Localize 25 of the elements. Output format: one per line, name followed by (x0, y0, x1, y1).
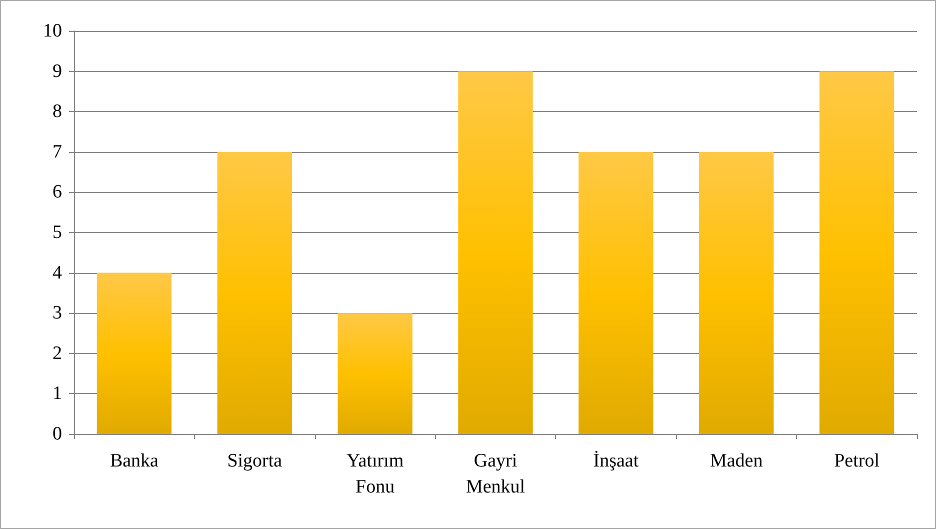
y-tick-label: 6 (52, 182, 62, 203)
bar (699, 152, 774, 434)
x-tick-label: Yatırım Fonu (346, 450, 404, 498)
bar (338, 313, 412, 434)
bar (96, 272, 172, 434)
y-tick-label: 8 (52, 101, 62, 122)
y-tick-label: 2 (52, 342, 62, 364)
x-tick-label: Maden (710, 450, 764, 472)
x-tick-label: Sigorta (227, 450, 283, 472)
x-tick-label: Banka (110, 450, 160, 472)
x-tick-label: Petrol (834, 450, 880, 472)
x-tick-label: İnşaat (593, 450, 640, 472)
y-tick-label: 9 (52, 60, 62, 82)
bar (217, 152, 292, 434)
y-tick-label: 5 (52, 222, 62, 243)
y-tick-label: 10 (43, 20, 62, 42)
x-tick-label: Gayri Menkul (466, 450, 526, 498)
y-tick-label: 4 (52, 262, 62, 284)
bar (819, 71, 894, 434)
y-tick-label: 1 (52, 383, 62, 404)
bar (458, 71, 533, 434)
y-tick-label: 3 (52, 302, 62, 324)
bar (578, 152, 654, 434)
y-tick-label: 7 (52, 141, 62, 162)
y-tick-label: 0 (52, 424, 62, 444)
